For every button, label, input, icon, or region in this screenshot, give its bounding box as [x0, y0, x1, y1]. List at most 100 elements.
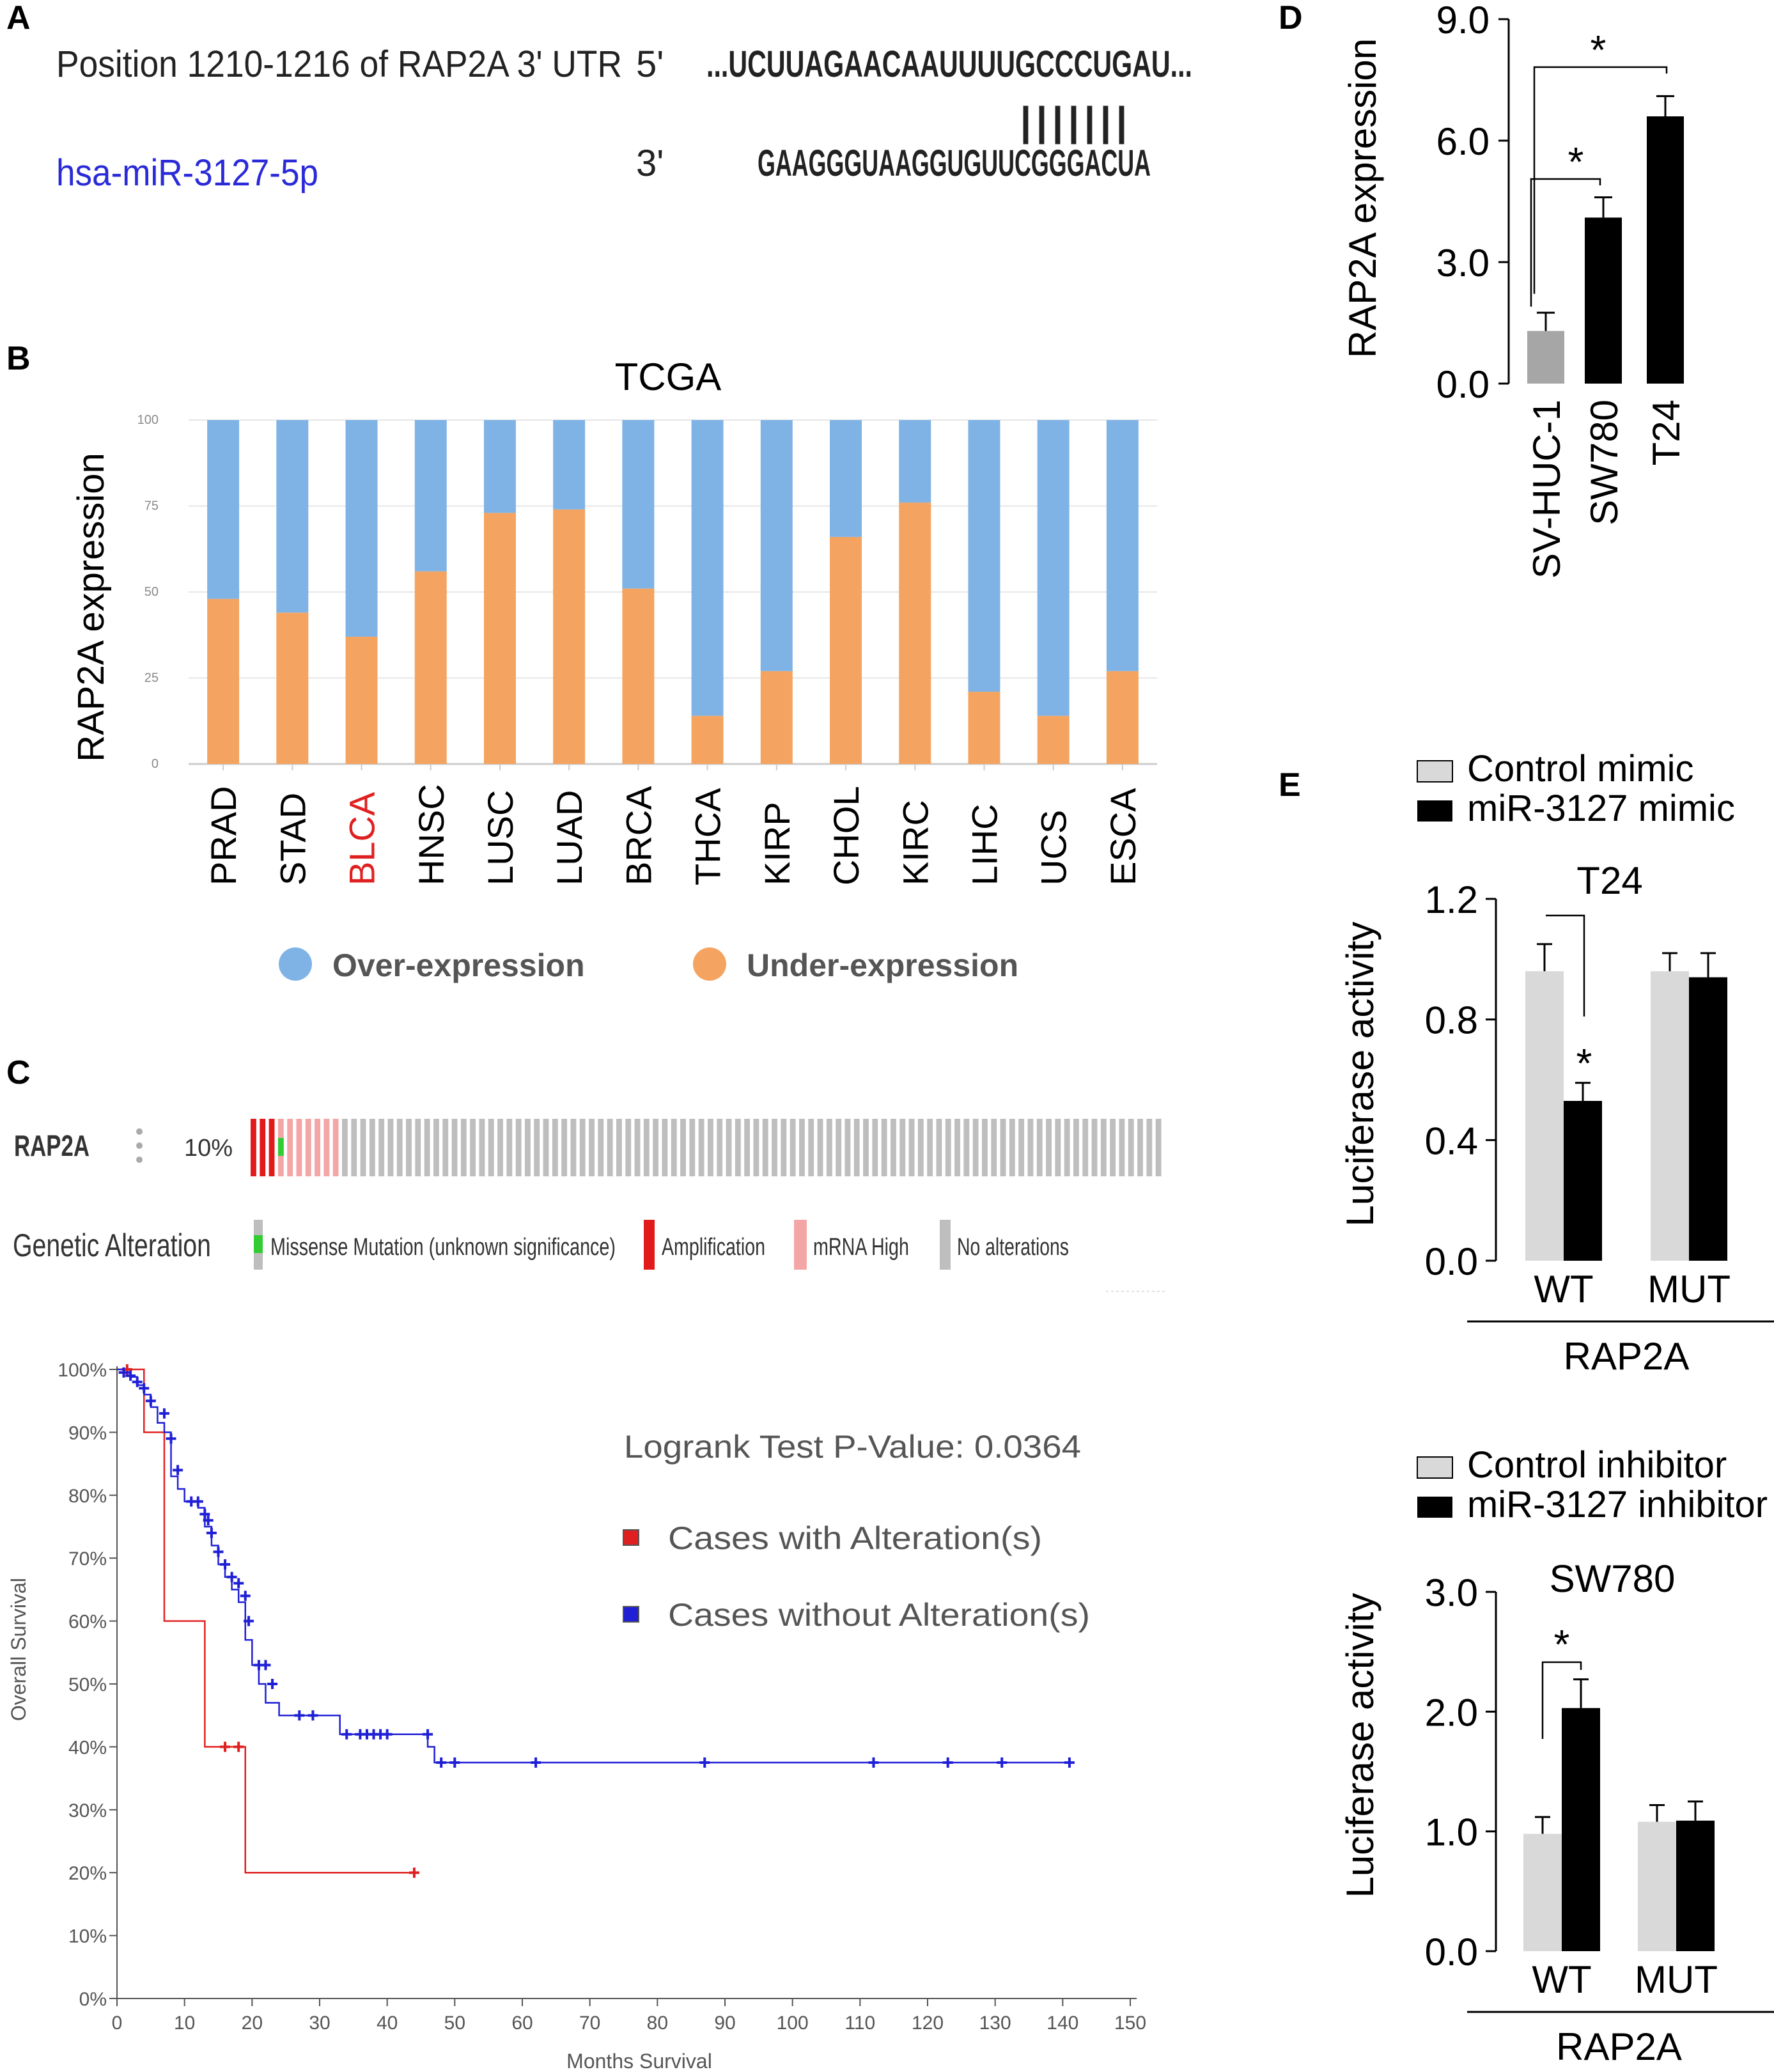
oncoprint-sample-cell	[378, 1119, 385, 1176]
legend-control-inhibitor-swatch	[1417, 1456, 1453, 1479]
oncoprint-sample-cell	[863, 1119, 869, 1176]
bar-kirc-over-expression	[899, 420, 931, 503]
panel-letter-d: D	[1279, 0, 1303, 36]
chart-e-bottom-title: SW780	[1550, 1557, 1676, 1600]
km-censor-mark	[233, 1578, 244, 1589]
km-x-tick-label: 80	[647, 2013, 668, 2034]
oncoprint-sample-cell	[781, 1119, 787, 1176]
oncoprint-sample-cell	[1100, 1119, 1107, 1176]
menu-dot-icon	[136, 1128, 143, 1135]
oncoprint-sample-cell	[762, 1119, 768, 1176]
km-censor-mark	[233, 1741, 244, 1752]
d-significance-star: *	[1591, 27, 1607, 73]
legend-mir-inhibitor-swatch	[1417, 1497, 1452, 1518]
km-y-tick-label: 90%	[68, 1422, 107, 1444]
bar-hnsc-over-expression	[414, 420, 447, 572]
oncoprint-sample-cell	[589, 1119, 595, 1176]
oncoprint-sample-cell	[251, 1119, 256, 1176]
legend-no-alterations-label: No alterations	[957, 1234, 1069, 1261]
x-tick-label: LUAD	[549, 790, 589, 885]
bar-hnsc-under-expression	[414, 571, 447, 764]
km-y-tick-label: 70%	[68, 1548, 107, 1570]
oncoprint-sample-cell	[1073, 1119, 1079, 1176]
panel-letter-a: A	[6, 0, 31, 36]
legend-without-alteration-label: Cases without Alteration(s)	[668, 1597, 1090, 1633]
km-censor-mark	[145, 1396, 156, 1406]
x-tick-label: UCS	[1034, 810, 1074, 885]
x-tick-label: BRCA	[618, 786, 658, 885]
oncoprint-sample-cell	[772, 1119, 777, 1176]
oncoprint-sample-cell	[817, 1119, 823, 1176]
km-censor-mark	[220, 1559, 231, 1570]
km-censor-mark	[449, 1757, 460, 1768]
oncoprint-sample-cell	[552, 1119, 558, 1176]
km-x-tick-label: 150	[1114, 2013, 1146, 2034]
top-sequence: ...UCUUAGAACAAUUUUGCCCUGAU...	[706, 43, 1192, 85]
oncoprint-sample-cell	[296, 1119, 302, 1176]
panel-c-oncoprint: RAP2A 10% Genetic Alteration Missense Mu…	[13, 1119, 1165, 1292]
legend-with-alteration-swatch	[623, 1529, 639, 1546]
oncoprint-sample-cell	[1082, 1119, 1089, 1176]
oncoprint-sample-cell	[808, 1119, 814, 1176]
km-line-with-alteration	[117, 1368, 414, 1874]
km-censor-mark	[192, 1496, 203, 1507]
km-x-tick-label: 20	[242, 2013, 263, 2034]
panel-letter-c: C	[6, 1054, 31, 1091]
panel-letter-b: B	[6, 340, 31, 377]
legend-over-expression-label: Over-expression	[332, 947, 585, 983]
e-y-tick-label: 1.2	[1425, 878, 1478, 921]
e-y-tick-label: 2.0	[1425, 1691, 1478, 1734]
oncoprint-sample-cell	[369, 1119, 375, 1176]
km-censor-mark	[436, 1757, 447, 1768]
d-x-tick-label: SW780	[1583, 400, 1626, 526]
x-tick-label: ESCA	[1103, 788, 1143, 885]
d-y-tick-label: 0.0	[1436, 363, 1490, 406]
oncoprint-sample-cell	[836, 1119, 842, 1176]
oncoprint-sample-cell	[891, 1119, 896, 1176]
logrank-annotation: Logrank Test P-Value: 0.0364	[624, 1429, 1081, 1465]
e-x-tick-label: MUT	[1647, 1268, 1731, 1311]
km-x-tick-label: 110	[844, 2013, 875, 2034]
x-tick-label: THCA	[688, 788, 728, 885]
oncoprint-sample-cell	[268, 1119, 275, 1176]
x-tick-label: PRAD	[203, 786, 244, 885]
d-bar-t24	[1647, 116, 1684, 384]
km-y-tick-label: 10%	[68, 1926, 107, 1947]
oncoprint-sample-cell	[305, 1119, 311, 1176]
legend-amplification-swatch	[644, 1220, 655, 1270]
km-x-tick-label: 130	[979, 2013, 1011, 2034]
legend-missense-swatch	[254, 1235, 263, 1253]
oncoprint-sample-cell	[451, 1119, 458, 1176]
oncoprint-sample-cell	[1027, 1119, 1034, 1176]
oncoprint-sample-cell	[479, 1119, 485, 1176]
bar-stad-over-expression	[276, 420, 309, 613]
oncoprint-sample-cell	[360, 1119, 366, 1176]
oncoprint-sample-cell	[598, 1119, 604, 1176]
e-y-tick-label: 0.8	[1425, 999, 1478, 1042]
e-bar-mut-control	[1638, 1821, 1676, 1951]
oncoprint-sample-cell	[899, 1119, 906, 1176]
panel-d-chart: RAP2A expression 0.0 3.0 6.0 9.0 SV-HUC-1 SW7…	[1341, 0, 1688, 579]
e-y-tick-label: 1.0	[1425, 1811, 1478, 1854]
oncoprint-sample-cell	[460, 1119, 467, 1176]
legend-mir-mimic-swatch	[1417, 800, 1452, 822]
e-y-tick-label: 0.0	[1425, 1931, 1478, 1974]
oncoprint-sample-cell	[315, 1119, 320, 1176]
oncoprint-sample-cell	[1110, 1119, 1116, 1176]
y-tick-label: 25	[144, 671, 159, 685]
km-x-tick-label: 40	[377, 2013, 398, 2034]
oncoprint-sample-cell	[735, 1119, 741, 1176]
legend-missense-label: Missense Mutation (unknown significance)	[270, 1234, 616, 1261]
e-significance-star: *	[1576, 1040, 1592, 1086]
bar-blca-over-expression	[345, 420, 378, 637]
km-line-without-alteration	[117, 1368, 1070, 1764]
legend-over-expression-marker	[279, 947, 312, 981]
bar-prad-over-expression	[207, 420, 240, 599]
bar-kirp-under-expression	[760, 671, 793, 764]
km-y-tick-label: 100%	[58, 1360, 107, 1381]
y-tick-label: 100	[137, 413, 159, 427]
oncoprint-sample-cell	[1046, 1119, 1052, 1176]
panel-a: Position 1210-1216 of RAP2A 3' UTR 5' ..…	[56, 43, 1192, 194]
oncoprint-sample-cell	[332, 1119, 339, 1176]
oncoprint-sample-cell	[470, 1119, 476, 1176]
